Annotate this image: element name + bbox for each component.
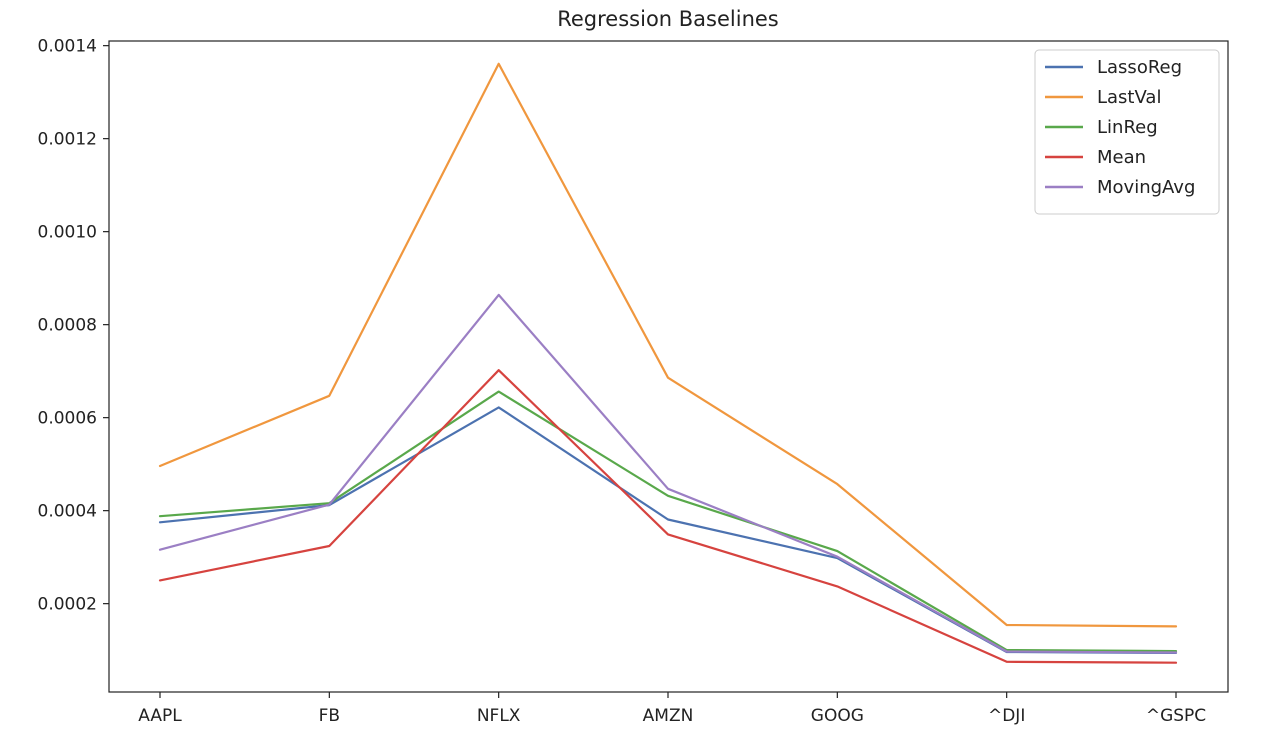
- y-tick-label: 0.0014: [38, 37, 97, 57]
- legend: LassoReg LastVal LinReg Mean MovingAvg: [1034, 49, 1220, 215]
- legend-label: LassoReg: [1097, 57, 1182, 78]
- x-tick-label: NFLX: [477, 706, 521, 726]
- plot-lines: [158, 62, 1178, 664]
- y-tick-label: 0.0010: [38, 223, 97, 243]
- y-tick-label: 0.0006: [38, 409, 97, 429]
- x-axis: AAPL FB NFLX AMZN GOOG ^DJI ^GSPC: [138, 692, 1206, 726]
- x-tick-label: AAPL: [138, 706, 182, 726]
- legend-label: MovingAvg: [1097, 177, 1195, 198]
- series-line-linreg: [158, 390, 1178, 653]
- chart-title: Regression Baselines: [557, 7, 779, 31]
- y-tick-label: 0.0012: [38, 130, 97, 150]
- legend-label: LinReg: [1097, 117, 1158, 138]
- y-tick-label: 0.0004: [38, 502, 97, 522]
- x-tick-label: ^GSPC: [1146, 706, 1206, 726]
- series-line-lastval: [158, 62, 1178, 628]
- y-axis: 0.0002 0.0004 0.0006 0.0008 0.0010 0.0012 0.00…: [38, 37, 109, 615]
- legend-box: [1034, 49, 1220, 215]
- series-line-movingavg: [158, 293, 1178, 654]
- y-tick-label: 0.0008: [38, 316, 97, 336]
- x-tick-label: FB: [319, 706, 340, 726]
- series-line-mean: [158, 369, 1178, 664]
- x-tick-label: ^DJI: [988, 706, 1025, 726]
- series-line-lassoreg: [158, 406, 1178, 655]
- legend-label: LastVal: [1097, 87, 1161, 108]
- legend-label: Mean: [1097, 147, 1146, 168]
- x-tick-label: GOOG: [811, 706, 864, 726]
- x-tick-label: AMZN: [643, 706, 694, 726]
- y-tick-label: 0.0002: [38, 595, 97, 615]
